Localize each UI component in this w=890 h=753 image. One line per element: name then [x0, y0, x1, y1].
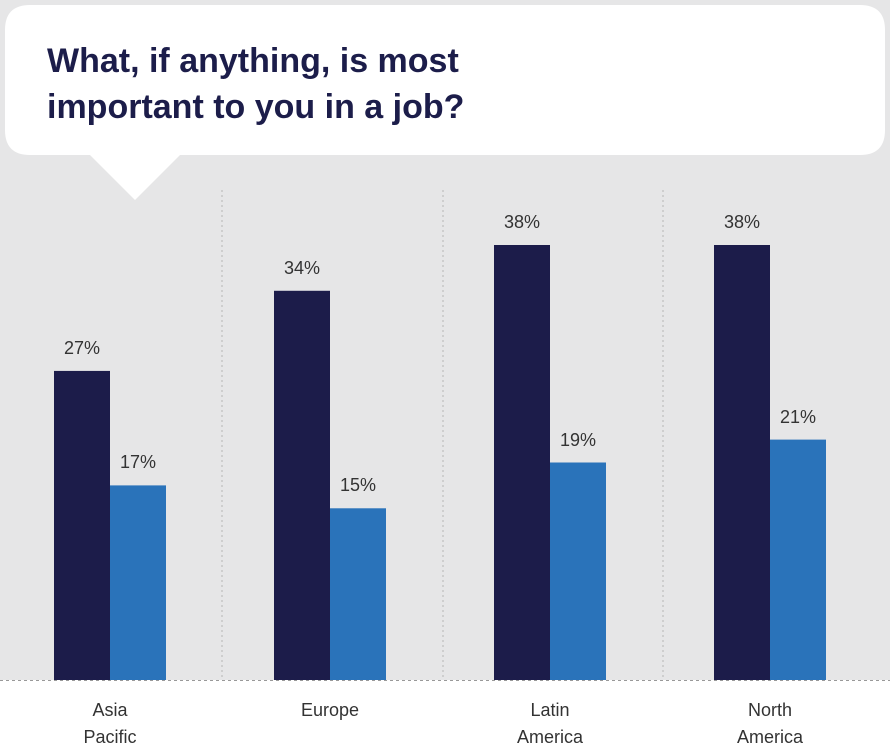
bar [54, 370, 110, 680]
separators [221, 190, 664, 680]
chart-title: What, if anything, is most important to … [47, 42, 465, 126]
data-label: 15% [339, 475, 377, 496]
callout-bubble [5, 5, 885, 200]
x-tick-label: North America [736, 700, 803, 747]
x-tick-label: Latin America [516, 700, 583, 747]
bar [714, 245, 770, 680]
data-label: 21% [779, 406, 817, 427]
bar [550, 462, 606, 680]
bar [330, 508, 386, 680]
data-label: 17% [119, 452, 157, 473]
bar [494, 245, 550, 680]
x-tick-label: Asia Pacific [83, 700, 137, 747]
data-label: 38% [723, 212, 761, 232]
data-label: 19% [559, 429, 597, 450]
bar [110, 485, 166, 680]
data-label: 34% [283, 257, 321, 278]
x-tick-label: Europe [300, 700, 360, 720]
data-label: 27% [63, 337, 101, 358]
bars [54, 245, 826, 680]
data-label: 38% [503, 212, 541, 232]
bar [770, 439, 826, 680]
bar [274, 290, 330, 680]
